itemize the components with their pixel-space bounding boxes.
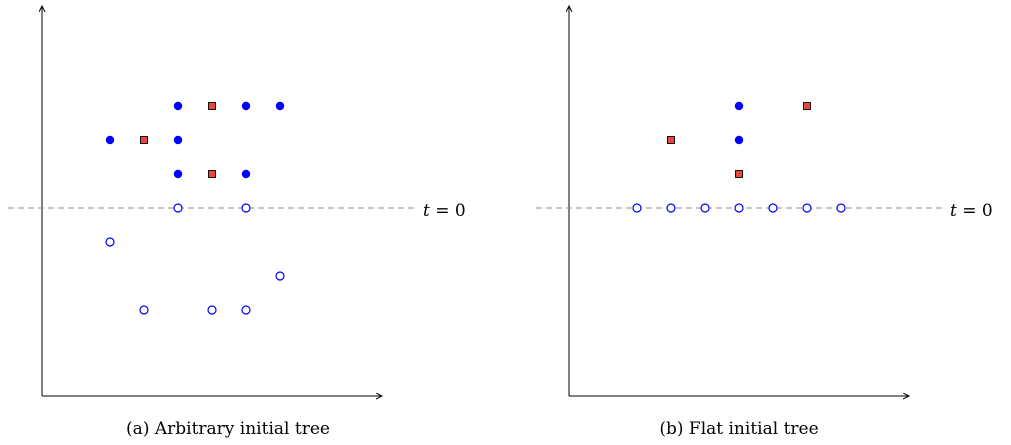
panel-arbitrary-tree: t = 0 (a) Arbitrary initial tree [8,6,466,439]
hollow-node [241,203,251,213]
square-node [803,102,811,110]
caption: (a) Arbitrary initial tree [126,419,330,439]
square-node [140,136,148,144]
filled-node [173,169,183,179]
hollow-node [768,203,778,213]
panel-flat-tree: t = 0 (b) Flat initial tree [536,6,993,439]
hollow-node [666,203,676,213]
filled-node [105,135,115,145]
hollow-node [207,305,217,315]
filled-node [241,101,251,111]
hollow-node [139,305,149,315]
filled-node [173,135,183,145]
square-node [667,136,675,144]
hollow-node [241,305,251,315]
filled-node [734,101,744,111]
square-node [208,170,216,178]
points-group [105,101,285,315]
hollow-node [802,203,812,213]
hollow-node [275,271,285,281]
hollow-node [173,203,183,213]
hollow-node [836,203,846,213]
points-group [632,101,846,213]
filled-node [241,169,251,179]
threshold-label: t = 0 [423,201,466,221]
caption: (b) Flat initial tree [659,419,818,439]
hollow-node [632,203,642,213]
square-node [735,170,743,178]
hollow-node [105,237,115,247]
hollow-node [700,203,710,213]
square-node [208,102,216,110]
filled-node [173,101,183,111]
hollow-node [734,203,744,213]
filled-node [275,101,285,111]
threshold-label: t = 0 [950,201,993,221]
filled-node [734,135,744,145]
